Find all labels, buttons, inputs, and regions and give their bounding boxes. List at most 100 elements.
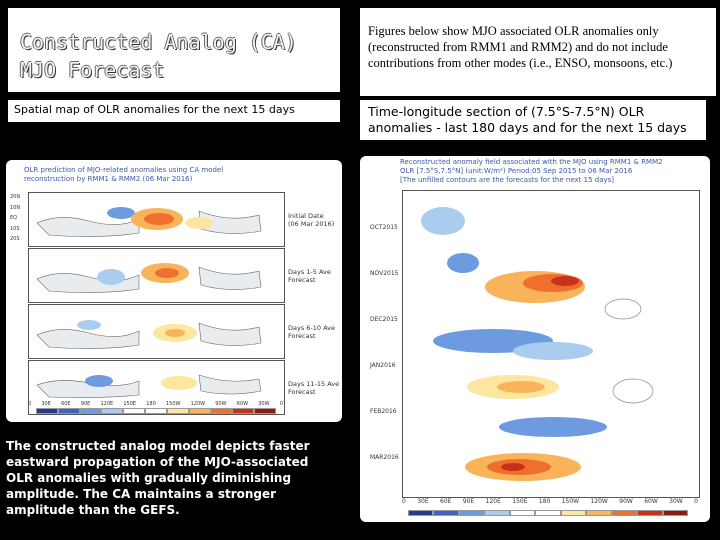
lon-tick: 30E xyxy=(41,401,51,407)
lon-tick: 60E xyxy=(440,498,452,505)
lat-tick: 10N xyxy=(10,204,21,211)
colorbar xyxy=(36,408,276,414)
colorbar-swatch xyxy=(637,510,663,516)
colorbar-swatch xyxy=(611,510,638,516)
slide-title: Constructed Analog (CA) MJO Forecast xyxy=(8,8,340,92)
panel-label-line: (06 Mar 2016) xyxy=(288,220,335,228)
colorbar-swatch xyxy=(408,510,434,516)
lon-tick: 150W xyxy=(561,498,580,505)
figure-caption: Reconstructed anomaly field associated w… xyxy=(400,158,700,185)
caption-line-1: OLR prediction of MJO-related anomalies … xyxy=(24,166,224,174)
lon-tick: 90W xyxy=(619,498,633,505)
anomaly-map xyxy=(36,207,262,237)
colorbar-swatch xyxy=(458,510,485,516)
lon-tick: 180 xyxy=(538,498,551,505)
colorbar-swatch xyxy=(232,408,255,414)
title-line-2: MJO Forecast xyxy=(20,58,165,82)
lat-tick: 10S xyxy=(10,225,20,232)
lon-tick: 150E xyxy=(512,498,528,505)
colorbar-swatch xyxy=(662,510,688,516)
panel-label: Days 1-5 Ave Forecast xyxy=(288,268,340,284)
lon-tick: 120W xyxy=(590,498,608,505)
anomaly-map xyxy=(36,263,262,293)
lon-tick: 60E xyxy=(61,401,71,407)
colorbar-swatch xyxy=(509,510,536,516)
date-label: DEC2015 xyxy=(370,316,398,323)
colorbar-swatch xyxy=(123,408,146,414)
lon-tick: 90E xyxy=(80,401,91,407)
panel-label-line: Days 1-5 Ave xyxy=(288,268,331,276)
panel-label-line: Days 6-10 Ave xyxy=(288,324,336,332)
lat-axis: 20N 10N EQ 10S 20S xyxy=(10,192,26,245)
date-label: NOV2015 xyxy=(370,270,399,277)
left-figure-header: Spatial map of OLR anomalies for the nex… xyxy=(8,100,340,122)
date-label: FEB2016 xyxy=(370,408,397,415)
colorbar-swatch xyxy=(254,408,276,414)
panel-label-line: Days 11-15 Ave xyxy=(288,380,340,388)
anomaly-map xyxy=(36,320,262,349)
lon-axis: 0 30E 60E 90E 120E 150E 180 150W 120W 90W 60W 30W 0 xyxy=(402,498,698,505)
hovmoller-field xyxy=(421,207,654,481)
lon-axis: 0 30E 60E 90E 120E 150E 180 150W 120W 90W 60W 30W 0 xyxy=(28,401,283,407)
panel-label-line: Forecast xyxy=(288,332,316,340)
caption-line-3: [The unfilled contours are the forecasts… xyxy=(400,176,615,184)
panel-label: Days 11-15 Ave Forecast xyxy=(288,380,340,396)
figure-caption: OLR prediction of MJO-related anomalies … xyxy=(24,166,324,184)
colorbar-swatch xyxy=(586,510,612,516)
lon-tick: 60W xyxy=(236,401,249,407)
lon-tick: 150W xyxy=(165,401,181,407)
colorbar-swatch xyxy=(210,408,233,414)
lon-tick: 120E xyxy=(485,498,501,505)
lon-tick: 150E xyxy=(123,401,137,407)
lon-tick: 0 xyxy=(28,401,32,407)
date-label: OCT2015 xyxy=(370,224,398,231)
spatial-map-figure: OLR prediction of MJO-related anomalies … xyxy=(6,160,342,422)
panel-label: Initial Date (06 Mar 2016) xyxy=(288,212,340,228)
note-box: Figures below show MJO associated OLR an… xyxy=(360,8,716,96)
lon-tick: 0 xyxy=(694,498,698,505)
map-panel-days-1-5 xyxy=(28,248,285,303)
colorbar-swatch xyxy=(560,510,587,516)
caption-line-2: reconstruction by RMM1 & RMM2 (06 Mar 20… xyxy=(24,175,193,183)
colorbar-swatch xyxy=(433,510,459,516)
caption-line-2: OLR [7.5°S,7.5°N] (unit:W/m²) Period:05 … xyxy=(400,167,633,175)
panel-label: Days 6-10 Ave Forecast xyxy=(288,324,340,340)
lon-tick: 30W xyxy=(258,401,270,407)
date-label: JAN2016 xyxy=(370,362,396,369)
time-longitude-figure: Reconstructed anomaly field associated w… xyxy=(360,156,710,522)
map-panel-days-11-15 xyxy=(28,360,285,415)
description-text: The constructed analog model depicts fas… xyxy=(6,439,310,517)
panel-label-line: Forecast xyxy=(288,388,316,396)
hovmoller-plot xyxy=(402,190,700,498)
lon-tick: 60W xyxy=(644,498,658,505)
lat-tick: 20N xyxy=(10,194,21,200)
title-line-1: Constructed Analog (CA) xyxy=(20,30,297,54)
colorbar-swatch xyxy=(145,408,167,414)
panel-label-line: Initial Date xyxy=(288,212,324,220)
colorbar-swatch xyxy=(79,408,102,414)
colorbar-swatch xyxy=(166,408,189,414)
lon-tick: 120E xyxy=(100,401,114,407)
lon-tick: 180 xyxy=(146,401,156,407)
caption-line-1: Reconstructed anomaly field associated w… xyxy=(400,158,663,166)
panel-label-line: Forecast xyxy=(288,276,316,284)
lon-tick: 90E xyxy=(462,498,475,505)
lon-tick: 30E xyxy=(417,498,429,505)
colorbar xyxy=(408,510,688,516)
map-panel-days-6-10 xyxy=(28,304,285,359)
lon-tick: 30W xyxy=(669,498,683,505)
lon-tick: 120W xyxy=(190,401,206,407)
lat-tick: EQ xyxy=(10,215,18,221)
lon-tick: 0 xyxy=(279,401,283,407)
colorbar-swatch xyxy=(188,408,211,414)
anomaly-map xyxy=(36,374,262,398)
right-figure-header: Time-longitude section of (7.5°S-7.5°N) … xyxy=(360,100,706,140)
map-panel-initial xyxy=(28,192,285,247)
lat-tick: 20S xyxy=(10,236,20,242)
colorbar-swatch xyxy=(535,510,561,516)
lon-tick: 90W xyxy=(215,401,227,407)
lon-tick: 0 xyxy=(402,498,406,505)
colorbar-swatch xyxy=(36,408,58,414)
colorbar-swatch xyxy=(101,408,124,414)
colorbar-swatch xyxy=(484,510,510,516)
